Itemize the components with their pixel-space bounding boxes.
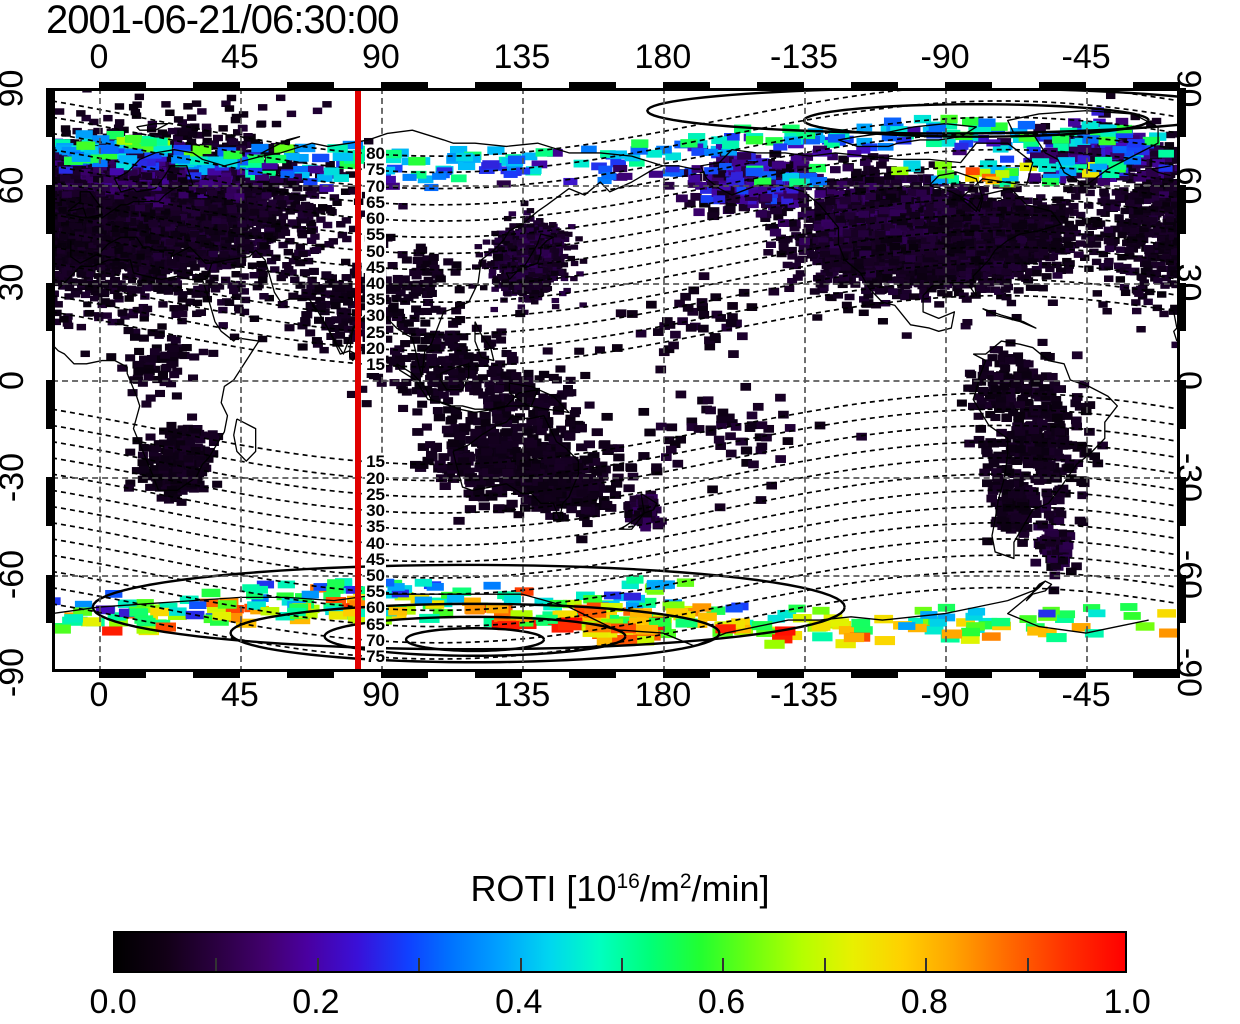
roti-map-figure: 2001-06-21/06:30:00 80757065605550454035… xyxy=(0,0,1240,1024)
map-plot-area[interactable]: 8075706560555045403530252015152025303540… xyxy=(52,88,1180,672)
page-title: 2001-06-21/06:30:00 xyxy=(46,0,398,43)
